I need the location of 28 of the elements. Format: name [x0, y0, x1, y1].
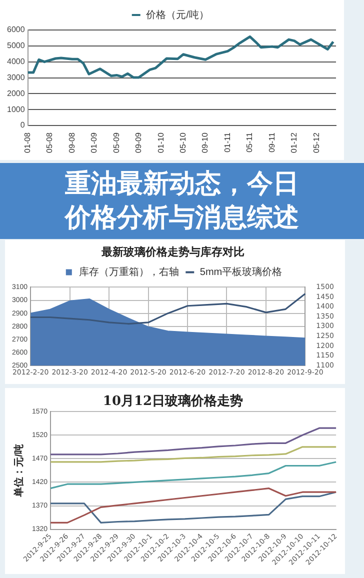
x-tick-label: 05-08	[45, 132, 54, 154]
y-tick-label: 3000	[7, 72, 26, 82]
y-tick-label: 2000	[7, 88, 26, 98]
y-tick-label: 6000	[7, 25, 26, 34]
legend-label: 5mm平板玻璃价格	[200, 266, 282, 278]
x-tick-label: 01-11	[222, 132, 232, 152]
y-tick-label: 5000	[7, 41, 26, 50]
x-tick-label: 01-12	[290, 132, 299, 154]
x-tick-label: 01-10	[156, 132, 166, 154]
y-tick-label: 0	[20, 120, 26, 130]
x-tick-label: 09-11	[267, 132, 276, 152]
x-tick-label: 09-08	[67, 132, 76, 154]
legend-label: 价格（元/吨）	[145, 8, 209, 21]
y-tick-label: 4000	[7, 57, 26, 66]
x-tick-label: 01-08	[23, 132, 32, 154]
y-tick-label: 1000	[7, 104, 26, 114]
x-tick-label: 05-10	[178, 132, 188, 154]
chart-title: 最新玻璃价格走势与库存对比	[100, 245, 244, 258]
chart-title: 10月12日玻璃价格走势	[102, 393, 244, 410]
x-tick-label: 01-09	[90, 132, 99, 154]
x-tick-label: 09-10	[200, 132, 210, 154]
x-tick-label: 05-09	[112, 132, 121, 154]
x-tick-label: 05-11	[245, 132, 254, 152]
text: 重油最新动态，今日价格分析与消息综述	[0, 163, 364, 239]
legend-label: 库存（万重箱），右轴	[78, 266, 179, 278]
y-axis-title: 单位：元/吨	[12, 444, 25, 498]
x-tick-label: 05-12	[312, 132, 321, 154]
x-tick-label: 09-09	[134, 132, 144, 154]
